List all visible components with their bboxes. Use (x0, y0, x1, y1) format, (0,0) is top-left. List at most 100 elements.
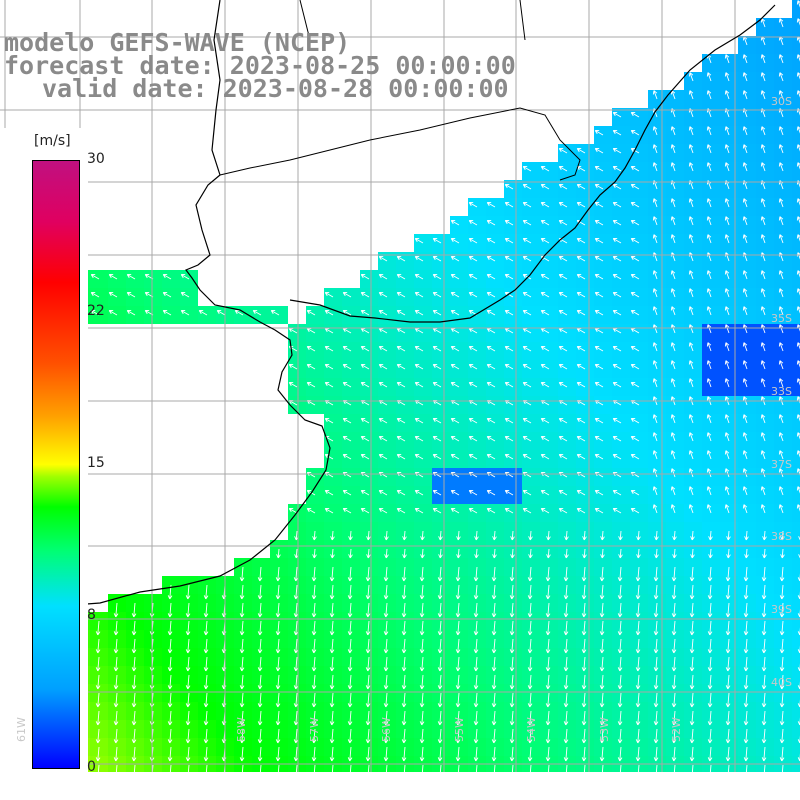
wind-arrow (113, 746, 119, 762)
wind-arrow (617, 692, 623, 708)
wind-arrow (378, 274, 388, 280)
wind-arrow (329, 584, 335, 600)
wind-cell (792, 162, 800, 180)
wind-arrow (612, 328, 622, 334)
wind-arrow (612, 454, 622, 460)
wind-arrow (414, 418, 424, 424)
wind-arrow (671, 566, 677, 582)
wind-arrow (540, 364, 550, 370)
wind-arrow (522, 220, 532, 226)
wind-arrow (313, 764, 316, 772)
wind-arrow (778, 90, 784, 100)
wind-arrow (486, 292, 496, 298)
wind-arrow (630, 292, 640, 298)
wind-arrow (419, 584, 425, 600)
wind-arrow (311, 602, 317, 618)
wind-arrow (635, 674, 641, 690)
wind-arrow (455, 746, 461, 762)
wind-arrow (653, 728, 659, 744)
wind-arrow (724, 468, 730, 478)
wind-arrow (545, 710, 551, 726)
wind-arrow (185, 602, 191, 618)
wind-arrow (617, 674, 623, 690)
wind-arrow (670, 306, 676, 316)
wind-arrow (504, 184, 514, 190)
wind-arrow (455, 728, 461, 744)
wind-arrow (630, 310, 640, 316)
wind-arrow (760, 378, 766, 388)
wind-arrow (311, 584, 317, 600)
wind-arrow (360, 508, 370, 514)
wind-arrow (688, 468, 694, 478)
wind-arrow (257, 566, 263, 582)
wind-arrow (612, 220, 622, 226)
wind-arrow (581, 584, 587, 600)
wind-arrow (779, 620, 785, 636)
wind-arrow (612, 310, 622, 316)
wind-arrow (724, 432, 730, 442)
wind-arrow (384, 548, 389, 559)
wind-arrow (558, 382, 568, 388)
wind-arrow (778, 54, 784, 64)
wind-arrow (437, 728, 443, 744)
wind-arrow (504, 436, 514, 442)
wind-arrow (306, 508, 316, 514)
wind-arrow (414, 454, 424, 460)
wind-arrow (347, 728, 353, 744)
wind-arrow (779, 584, 785, 600)
wind-arrow (378, 256, 388, 262)
wind-arrow (763, 764, 766, 772)
wind-arrow (324, 418, 334, 424)
wind-arrow (619, 764, 622, 772)
wind-arrow (671, 728, 677, 744)
wind-arrow (576, 274, 586, 280)
wind-arrow (689, 584, 695, 600)
wind-arrow (576, 292, 586, 298)
wind-arrow (324, 364, 334, 370)
wind-arrow (491, 746, 497, 762)
wind-arrow (383, 566, 389, 582)
wind-arrow (760, 432, 766, 442)
wind-arrow (473, 692, 479, 708)
wind-arrow (706, 468, 712, 478)
wind-arrow (468, 202, 478, 208)
wind-cell (792, 414, 800, 432)
wind-arrow (743, 710, 749, 726)
wind-arrow (432, 454, 442, 460)
wind-arrow (760, 270, 766, 280)
wind-arrow (706, 90, 712, 100)
wind-arrow (259, 764, 262, 772)
wind-arrow (522, 274, 532, 280)
wind-arrow (180, 274, 190, 280)
wind-arrow (437, 674, 443, 690)
lat-label: 40S (771, 676, 792, 689)
wind-arrow (90, 292, 100, 298)
wind-arrow (365, 638, 371, 654)
wind-arrow (760, 72, 766, 82)
wind-arrow (384, 530, 389, 541)
wind-arrow (486, 220, 496, 226)
wind-arrow (203, 656, 209, 672)
wind-arrow (396, 256, 406, 262)
wind-arrow (653, 620, 659, 636)
wind-arrow (450, 364, 460, 370)
wind-arrow (558, 364, 568, 370)
wind-arrow (670, 162, 676, 172)
wind-arrow (599, 566, 605, 582)
wind-arrow (612, 166, 622, 172)
wind-arrow (594, 256, 604, 262)
wind-arrow (630, 328, 640, 334)
wind-arrow (360, 346, 370, 352)
wind-arrow (185, 638, 191, 654)
wind-cell (792, 36, 800, 54)
wind-arrow (187, 764, 190, 772)
wind-arrow (360, 274, 370, 280)
wind-arrow (796, 234, 800, 242)
wind-arrow (108, 292, 118, 298)
wind-arrow (761, 710, 767, 726)
wind-arrow (778, 234, 784, 244)
wind-arrow (724, 216, 730, 226)
wind-arrow (257, 620, 263, 636)
wind-arrow (630, 508, 640, 514)
